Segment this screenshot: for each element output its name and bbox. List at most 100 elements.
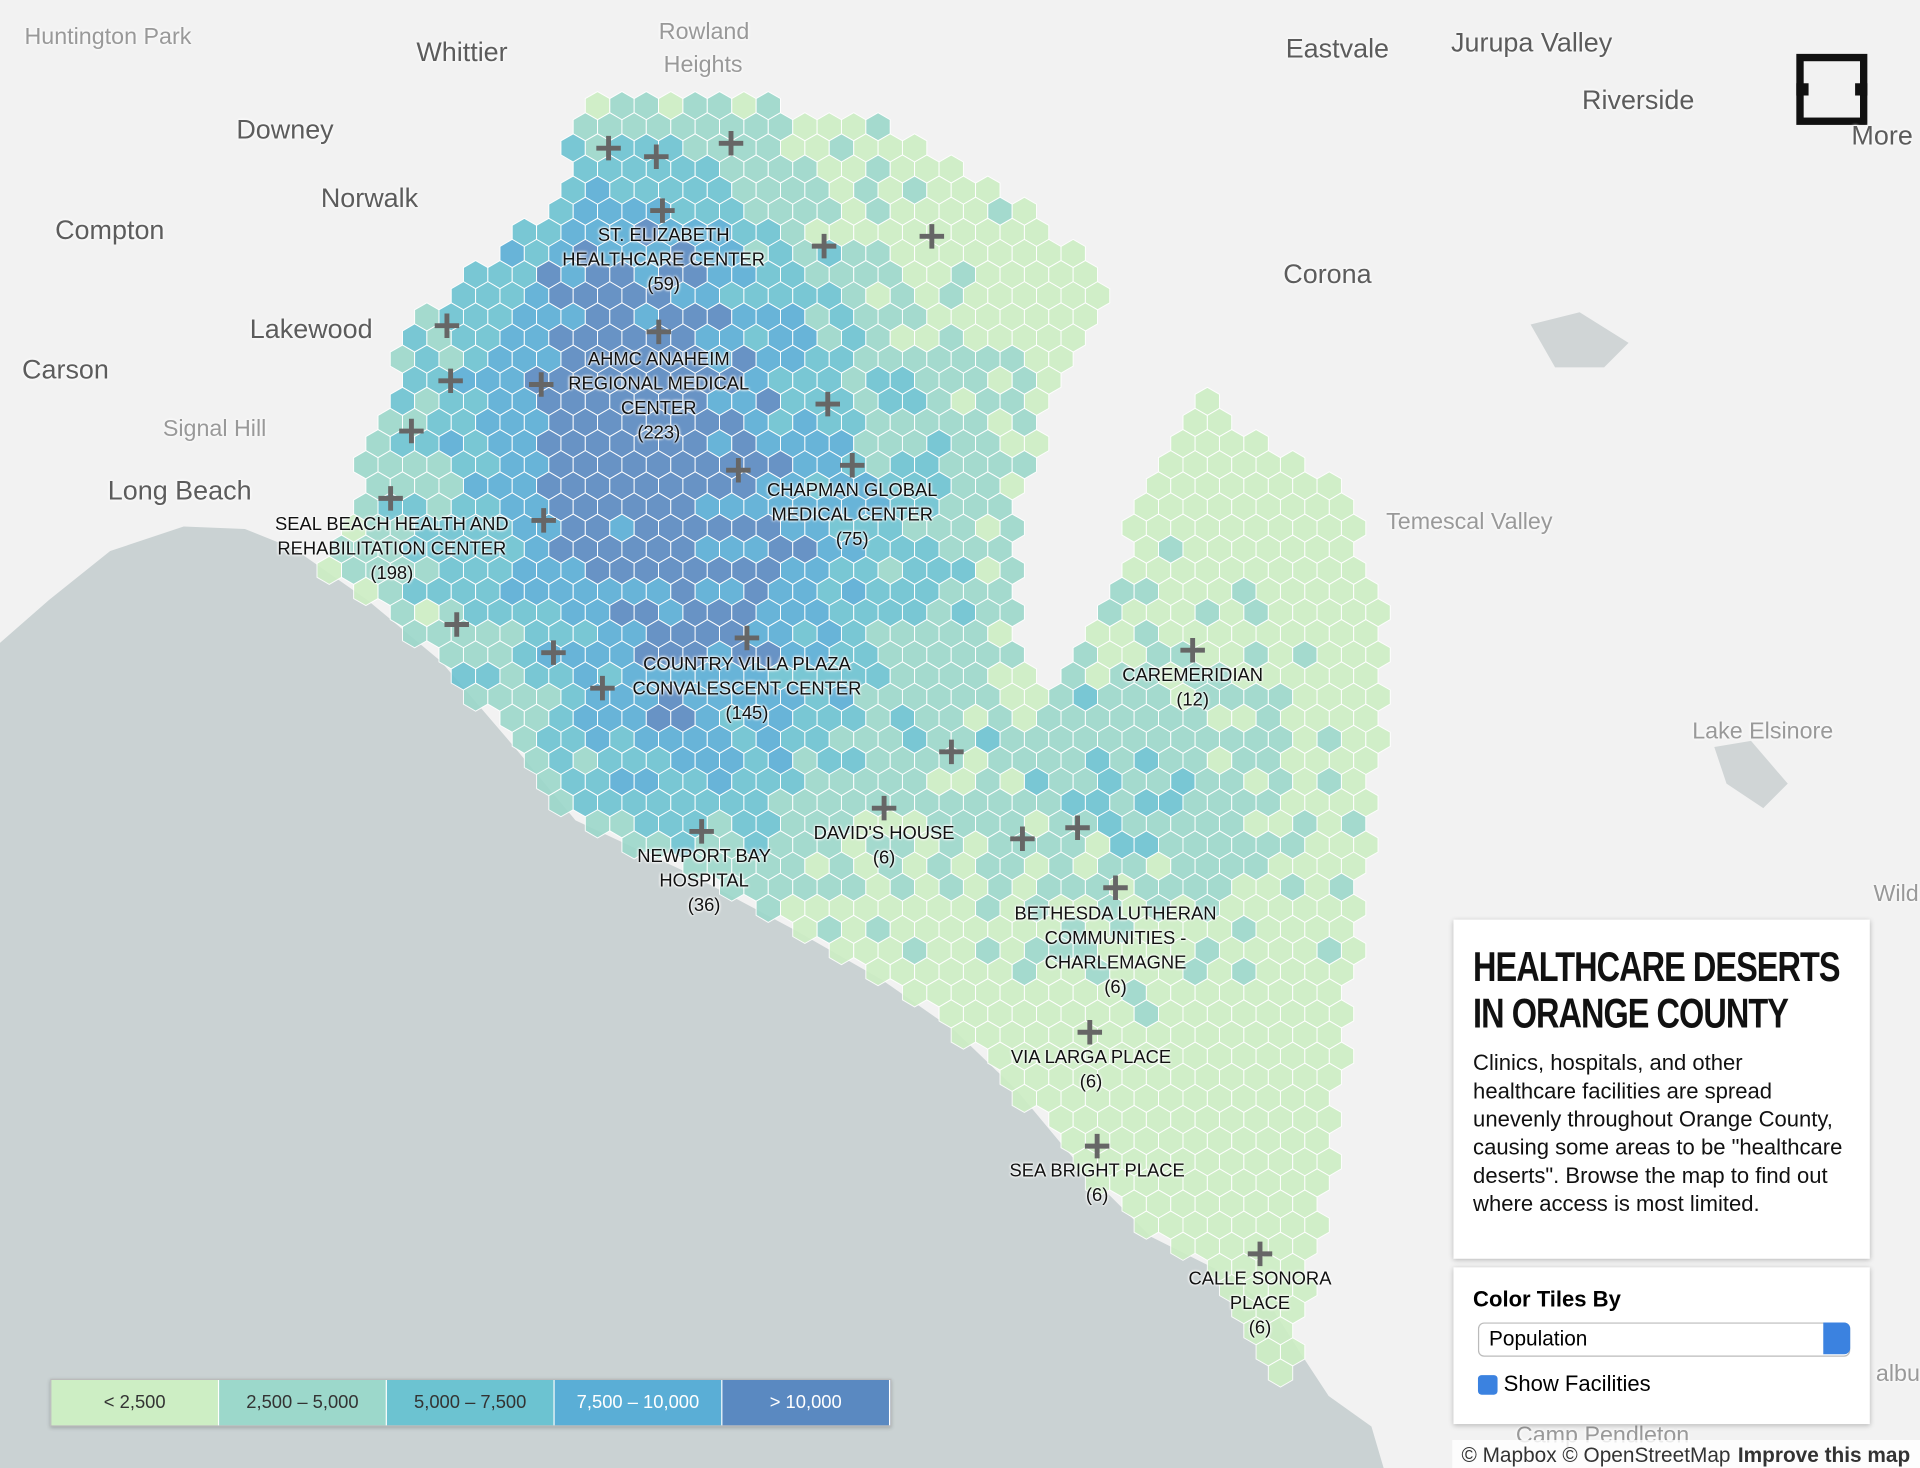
legend-item: 7,500 – 10,000 [554, 1380, 723, 1426]
facility-name: BETHESDA LUTHERAN COMMUNITIES - CHARLEMA… [1014, 903, 1217, 974]
facility-marker [1065, 815, 1090, 841]
facility-marker [644, 144, 669, 169]
facility-marker [528, 372, 554, 397]
attribution: © Mapbox © OpenStreetMap Improve this map [1451, 1440, 1920, 1468]
city-label: Temescal Valley [1386, 509, 1553, 536]
checkbox-label: Show Facilities [1503, 1371, 1651, 1396]
facility-count: (6) [1079, 1071, 1103, 1093]
lake [1714, 740, 1788, 809]
credits: © Mapbox © OpenStreetMap [1461, 1443, 1731, 1467]
city-label: Long Beach [107, 475, 252, 506]
city-label: Eastvale [1285, 33, 1390, 64]
facility-label: VIA LARGA PLACE (6) [993, 1046, 1189, 1095]
facility-marker [1084, 1133, 1110, 1159]
facility-label: COUNTRY VILLA PLAZA CONVALESCENT CENTER(… [624, 653, 869, 726]
facility-label: AHMC ANAHEIM REGIONAL MEDICAL CENTER (223… [567, 348, 751, 446]
lake [1530, 312, 1629, 368]
city-label: Heights [663, 52, 743, 79]
facility-label: DAVID'S HOUSE (6) [798, 822, 969, 871]
city-label: Downey [236, 113, 334, 145]
legend-item: 5,000 – 7,500 [386, 1380, 555, 1426]
facility-marker [871, 795, 897, 821]
city-label: More [1851, 120, 1913, 151]
facility-name: CALLE SONORA PLACE [1188, 1268, 1332, 1314]
facility-count: (6) [872, 847, 896, 869]
facility-label: CHAPMAN GLOBAL MEDICAL CENTER (75) [754, 479, 950, 552]
facility-name: SEAL BEACH HEALTH AND REHABILITATION CEN… [274, 514, 509, 560]
hex-tile [1267, 1358, 1294, 1388]
facility-marker [1010, 826, 1035, 852]
city-label: Signal Hill [162, 416, 267, 443]
select-value: Population [1488, 1327, 1588, 1351]
city-label: Jurupa Valley [1451, 26, 1613, 58]
city-label: Corona [1283, 258, 1372, 289]
facility-name: DAVID'S HOUSE [813, 822, 955, 844]
facility-marker [1247, 1241, 1273, 1267]
facility-marker [590, 675, 615, 701]
facility-marker [1180, 637, 1205, 663]
facility-count: (6) [1248, 1317, 1272, 1339]
facility-label: BETHESDA LUTHERAN COMMUNITIES - CHARLEMA… [1005, 902, 1225, 1000]
facility-name: COUNTRY VILLA PLAZA CONVALESCENT CENTER [632, 653, 862, 700]
facility-count: (36) [687, 895, 721, 916]
facility-label: SEAL BEACH HEALTH AND REHABILITATION CEN… [263, 513, 520, 586]
facility-marker [919, 224, 945, 249]
facility-count: (75) [835, 528, 869, 550]
checkbox-box [1477, 1374, 1498, 1395]
facility-name: SEA BRIGHT PLACE [1009, 1160, 1185, 1182]
facility-name: NEWPORT BAY HOSPITAL [637, 846, 771, 892]
city-label: Huntington Park [24, 24, 192, 51]
city-label: Lake Elsinore [1692, 718, 1834, 745]
facility-label: CALLE SONORA PLACE (6) [1180, 1267, 1339, 1340]
improve-link[interactable]: Improve this map [1737, 1443, 1911, 1467]
facility-name: CHAPMAN GLOBAL MEDICAL CENTER [767, 480, 938, 526]
facility-marker [650, 198, 675, 223]
facility-count: (223) [637, 422, 681, 444]
facility-count: (198) [370, 563, 414, 585]
facility-marker [734, 625, 760, 651]
legend-item: > 10,000 [722, 1380, 891, 1426]
facility-markers [378, 131, 1273, 1267]
facility-count: (12) [1176, 689, 1209, 711]
facility-label: CAREMERIDIAN (12) [1107, 664, 1278, 713]
facility-marker [434, 313, 460, 338]
control-label: Color Tiles By [1473, 1286, 1621, 1312]
ocean [0, 526, 1384, 1468]
legend: < 2,500 2,500 – 5,000 5,000 – 7,500 7,500 –… [50, 1378, 892, 1427]
facility-marker [646, 319, 672, 345]
city-label: Riverside [1582, 84, 1695, 116]
facility-label: SEA BRIGHT PLACE (6) [993, 1160, 1201, 1209]
facility-marker [1103, 875, 1128, 901]
city-label: Compton [55, 214, 165, 245]
select[interactable]: Population [1477, 1322, 1851, 1357]
panel-title: HEALTHCARE DESERTS IN ORANGE COUNTY [1473, 944, 1840, 1038]
facility-marker [840, 453, 865, 478]
city-label: albu [1875, 1361, 1920, 1388]
facility-marker [596, 135, 621, 161]
info-panel: HEALTHCARE DESERTS IN ORANGE COUNTY Clin… [1453, 919, 1870, 1259]
city-label: Norwalk [320, 182, 419, 214]
city-label: Rowland [658, 19, 750, 46]
facility-marker [378, 486, 403, 511]
select-arrow [1823, 1322, 1851, 1355]
checkbox[interactable]: Show Facilities [1477, 1371, 1870, 1397]
facility-marker [939, 739, 964, 765]
legend-item: < 2,500 [51, 1380, 220, 1426]
facility-marker [444, 612, 469, 637]
facility-marker [815, 391, 841, 417]
logo[interactable] [1796, 53, 1868, 125]
city-label: Whittier [416, 36, 508, 68]
facility-count: (6) [1085, 1185, 1109, 1207]
facility-count: (6) [1104, 977, 1127, 998]
facility-label: ST. ELIZABETH HEALTHCARE CENTER (59) [560, 224, 768, 297]
control-panel: Color Tiles By Population Show Facilitie… [1453, 1267, 1870, 1425]
city-label: Lakewood [249, 313, 373, 345]
facility-name: ST. ELIZABETH HEALTHCARE CENTER [562, 225, 766, 271]
facility-marker [1077, 1020, 1103, 1045]
facility-marker [541, 640, 566, 665]
city-label: Wild [1873, 881, 1919, 908]
facility-marker [531, 508, 556, 533]
city-label: Carson [22, 353, 109, 385]
